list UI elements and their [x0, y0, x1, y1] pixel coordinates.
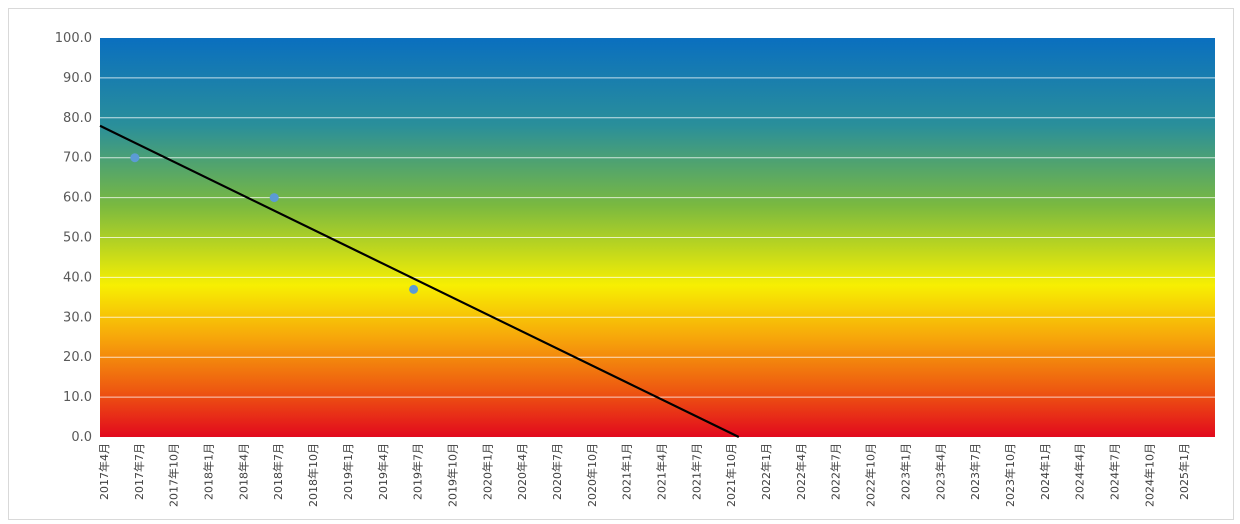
x-tick-label: 2021年4月	[655, 443, 669, 500]
y-tick-label: 80.0	[63, 111, 92, 126]
x-tick-label: 2022年1月	[759, 443, 773, 500]
data-point	[130, 153, 140, 163]
y-tick-label: 40.0	[63, 270, 92, 285]
x-tick-label: 2017年4月	[97, 443, 111, 500]
x-tick-label: 2019年4月	[376, 443, 390, 500]
y-tick-label: 60.0	[63, 191, 92, 206]
y-tick-label: 70.0	[63, 151, 92, 166]
y-tick-label: 100.0	[55, 31, 92, 46]
x-tick-label: 2017年10月	[167, 443, 181, 507]
trendline-group	[99, 124, 740, 438]
x-tick-label: 2019年1月	[341, 443, 355, 500]
x-tick-label: 2023年4月	[933, 443, 947, 500]
x-tick-label: 2023年1月	[898, 443, 912, 500]
x-tick-label: 2022年10月	[864, 443, 878, 507]
x-tick-label: 2022年7月	[829, 443, 843, 500]
x-tick-label: 2021年1月	[620, 443, 634, 500]
data-point	[409, 284, 419, 294]
x-tick-label: 2020年7月	[550, 443, 564, 500]
x-tick-label: 2023年10月	[1003, 443, 1017, 507]
x-tick-label: 2018年7月	[271, 443, 285, 500]
x-tick-label: 2018年4月	[236, 443, 250, 500]
y-axis-ticks: 0.0 10.0 20.0 30.0 40.0 50.0 60.0 70.0 80.0 90.0 1…	[55, 31, 92, 445]
data-points	[130, 153, 419, 294]
y-tick-label: 90.0	[63, 71, 92, 86]
x-tick-label: 2018年10月	[306, 443, 320, 507]
x-tick-label: 2022年4月	[794, 443, 808, 500]
x-tick-label: 2023年7月	[968, 443, 982, 500]
x-tick-label: 2024年4月	[1073, 443, 1087, 500]
x-tick-label: 2018年1月	[202, 443, 216, 500]
y-tick-label: 20.0	[63, 350, 92, 365]
x-tick-label: 2020年1月	[480, 443, 494, 500]
trendline	[99, 124, 740, 438]
x-tick-label: 2024年10月	[1142, 443, 1156, 507]
x-tick-label: 2019年7月	[411, 443, 425, 500]
y-tick-label: 10.0	[63, 390, 92, 405]
data-point	[269, 193, 279, 203]
x-tick-label: 2017年7月	[132, 443, 146, 500]
gridlines	[100, 77, 1215, 398]
x-tick-label: 2024年1月	[1038, 443, 1052, 500]
x-tick-label: 2024年7月	[1107, 443, 1121, 500]
x-axis-ticks: 2017年4月 2017年7月 2017年10月 2018年1月 2018年4月 2018…	[97, 443, 1191, 507]
x-tick-label: 2019年10月	[445, 443, 459, 507]
x-tick-label: 2020年4月	[515, 443, 529, 500]
x-tick-label: 2021年7月	[689, 443, 703, 500]
x-tick-label: 2021年10月	[724, 443, 738, 507]
x-tick-label: 2025年1月	[1177, 443, 1191, 500]
y-tick-label: 0.0	[71, 430, 92, 445]
y-tick-label: 50.0	[63, 231, 92, 246]
x-tick-label: 2020年10月	[585, 443, 599, 507]
y-tick-label: 30.0	[63, 310, 92, 325]
